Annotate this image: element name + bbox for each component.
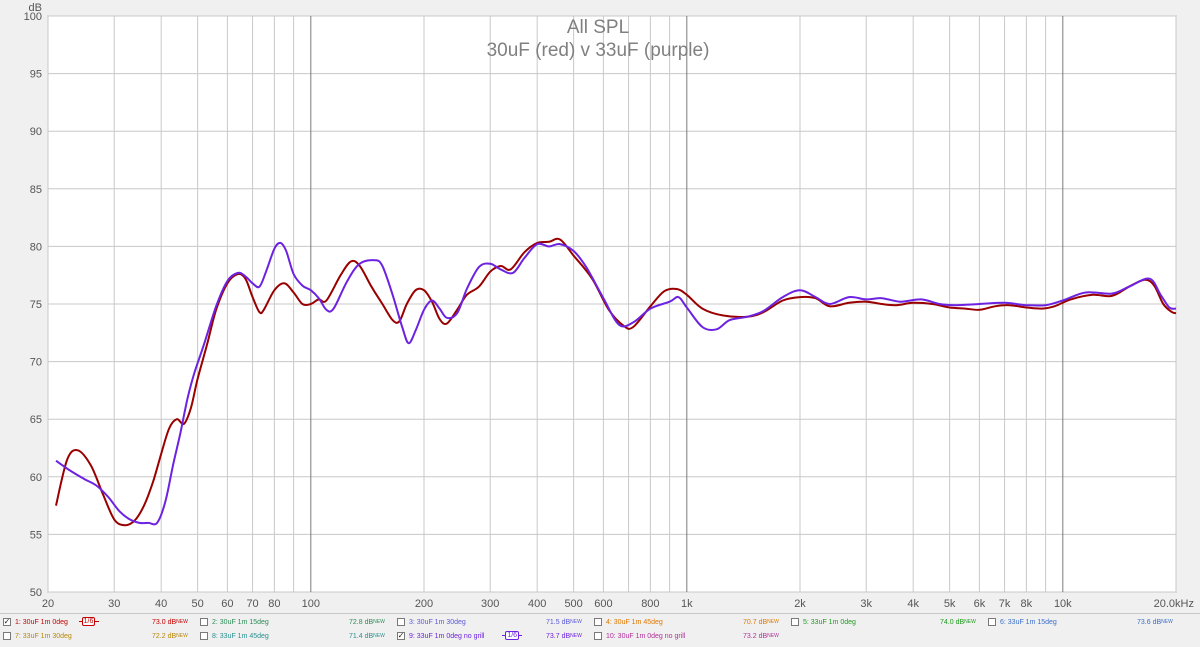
- legend-label: 2: 30uF 1m 15deg: [212, 618, 269, 626]
- legend-item[interactable]: 2: 30uF 1m 15deg 72.8 dB NEW: [200, 616, 395, 628]
- smoothing-indicator[interactable]: 1/6: [78, 617, 99, 626]
- x-tick-label: 20: [42, 598, 54, 610]
- legend-checkbox[interactable]: [594, 618, 602, 626]
- legend-item[interactable]: 10: 30uF 1m 0deg no grill 73.2 dB NEW: [594, 630, 789, 642]
- spl-chart: 50 55 60 65 70 75 80 85 90 95 100 20 30 40 50 60 70 80 10…: [23, 2, 1194, 610]
- legend-label: 3: 30uF 1m 30deg: [409, 618, 466, 626]
- y-tick-label: 95: [30, 69, 42, 81]
- series-line-2: [55, 241, 1177, 526]
- x-tick-label: 800: [641, 598, 659, 610]
- legend-level: 72.2 dB NEW: [152, 632, 188, 640]
- y-tick-label: 60: [30, 472, 42, 484]
- x-tick-label: 5k: [944, 598, 956, 610]
- new-badge: NEW: [767, 619, 779, 625]
- legend-checkbox[interactable]: [791, 618, 799, 626]
- legend-label: 5: 33uF 1m 0deg: [803, 618, 856, 626]
- legend-label: 7: 33uF 1m 30deg: [15, 632, 72, 640]
- y-tick-label: 55: [30, 529, 42, 541]
- legend-checkbox[interactable]: [594, 632, 602, 640]
- legend-item[interactable]: 8: 33uF 1m 45deg 71.4 dB NEW: [200, 630, 395, 642]
- y-axis-ticks: 50 55 60 65 70 75 80 85 90 95 100: [24, 11, 42, 599]
- legend-item[interactable]: 4: 30uF 1m 45deg 70.7 dB NEW: [594, 616, 789, 628]
- chart-title: All SPL: [567, 17, 629, 38]
- smoothing-indicator[interactable]: 1/6: [502, 631, 523, 640]
- legend-level: 71.4 dB NEW: [349, 632, 385, 640]
- new-badge: NEW: [373, 619, 385, 625]
- x-tick-label: 20.0kHz: [1154, 598, 1194, 610]
- new-badge: NEW: [176, 619, 188, 625]
- x-tick-label: 6k: [974, 598, 986, 610]
- legend-level: 73.7 dB NEW: [546, 632, 582, 640]
- new-badge: NEW: [964, 619, 976, 625]
- legend-checkbox[interactable]: ✓: [3, 617, 11, 626]
- legend-item[interactable]: 5: 33uF 1m 0deg 74.0 dB NEW: [791, 616, 986, 628]
- legend-label: 1: 30uF 1m 0deg: [15, 618, 68, 626]
- y-tick-label: 65: [30, 414, 42, 426]
- legend-item[interactable]: 6: 33uF 1m 15deg 73.6 dB NEW: [988, 616, 1183, 628]
- legend-checkbox[interactable]: [3, 632, 11, 640]
- x-tick-label: 50: [192, 598, 204, 610]
- new-badge: NEW: [570, 619, 582, 625]
- legend-level: 74.0 dB NEW: [940, 618, 976, 626]
- series-line-1: [55, 237, 1177, 527]
- legend-level: 73.6 dB NEW: [1137, 618, 1173, 626]
- x-tick-label: 3k: [860, 598, 872, 610]
- legend-label: 9: 33uF 1m 0deg no grill: [409, 632, 485, 640]
- y-tick-label: 75: [30, 299, 42, 311]
- legend-checkbox[interactable]: [397, 618, 405, 626]
- x-tick-label: 1k: [681, 598, 693, 610]
- y-tick-label: 100: [24, 11, 42, 23]
- new-badge: NEW: [1161, 619, 1173, 625]
- legend-level: 73.0 dB NEW: [152, 618, 188, 626]
- legend-item[interactable]: ✓ 9: 33uF 1m 0deg no grill 1/6 73.7 dB NEW: [397, 630, 592, 642]
- y-tick-label: 85: [30, 184, 42, 196]
- y-tick-label: 70: [30, 357, 42, 369]
- legend-label: 8: 33uF 1m 45deg: [212, 632, 269, 640]
- x-axis-ticks: 20 30 40 50 60 70 80 100 200 300 400 500 600 800 1k 2k 3…: [42, 598, 1194, 610]
- chart-subtitle: 30uF (red) v 33uF (purple): [487, 40, 710, 61]
- x-tick-label: 200: [415, 598, 433, 610]
- x-tick-label: 8k: [1021, 598, 1033, 610]
- legend-level: 71.5 dB NEW: [546, 618, 582, 626]
- legend-level: 72.8 dB NEW: [349, 618, 385, 626]
- y-tick-label: 90: [30, 126, 42, 138]
- legend-level: 70.7 dB NEW: [743, 618, 779, 626]
- x-tick-label: 60: [221, 598, 233, 610]
- x-tick-label: 40: [155, 598, 167, 610]
- x-tick-label: 80: [268, 598, 280, 610]
- grid-lines: [47, 15, 1177, 593]
- x-tick-label: 4k: [907, 598, 919, 610]
- legend-label: 10: 30uF 1m 0deg no grill: [606, 632, 686, 640]
- legend-checkbox[interactable]: [200, 618, 208, 626]
- new-badge: NEW: [176, 633, 188, 639]
- legend-checkbox[interactable]: ✓: [397, 631, 405, 640]
- y-tick-label: 50: [30, 587, 42, 599]
- x-tick-label: 2k: [794, 598, 806, 610]
- x-tick-label: 7k: [999, 598, 1011, 610]
- legend-item[interactable]: ✓ 1: 30uF 1m 0deg 1/6 73.0 dB NEW: [3, 616, 198, 628]
- x-tick-label: 100: [302, 598, 320, 610]
- x-tick-label: 300: [481, 598, 499, 610]
- new-badge: NEW: [570, 633, 582, 639]
- series-lines: [55, 237, 1177, 527]
- x-tick-label: 10k: [1054, 598, 1072, 610]
- new-badge: NEW: [373, 633, 385, 639]
- legend-label: 4: 30uF 1m 45deg: [606, 618, 663, 626]
- y-tick-label: 80: [30, 241, 42, 253]
- x-tick-label: 30: [108, 598, 120, 610]
- legend-checkbox[interactable]: [200, 632, 208, 640]
- legend-level: 73.2 dB NEW: [743, 632, 779, 640]
- measurement-legend: ✓ 1: 30uF 1m 0deg 1/6 73.0 dB NEW 2: 30uF 1m …: [0, 613, 1200, 647]
- y-axis-label: dB: [29, 2, 42, 14]
- x-tick-label: 400: [528, 598, 546, 610]
- x-tick-label: 500: [564, 598, 582, 610]
- legend-label: 6: 33uF 1m 15deg: [1000, 618, 1057, 626]
- x-tick-label: 70: [246, 598, 258, 610]
- x-tick-label: 600: [594, 598, 612, 610]
- legend-item[interactable]: 3: 30uF 1m 30deg 71.5 dB NEW: [397, 616, 592, 628]
- new-badge: NEW: [767, 633, 779, 639]
- legend-item[interactable]: 7: 33uF 1m 30deg 72.2 dB NEW: [3, 630, 198, 642]
- legend-checkbox[interactable]: [988, 618, 996, 626]
